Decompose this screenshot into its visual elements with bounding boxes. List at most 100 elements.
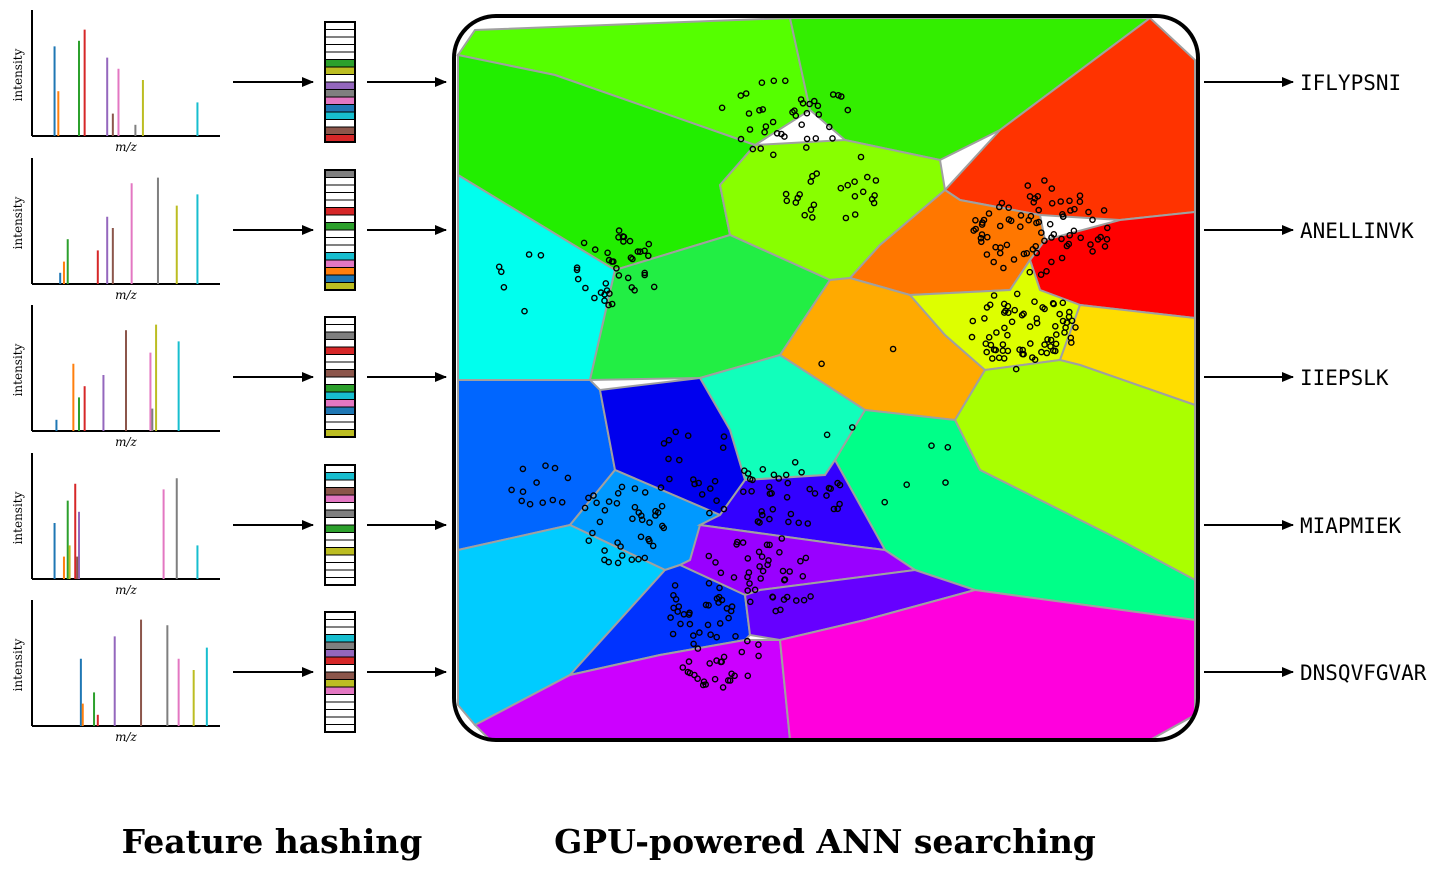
indexed-spectrum-point	[751, 586, 759, 594]
indexed-spectrum-point	[686, 620, 694, 628]
indexed-spectrum-point	[836, 500, 843, 508]
hash-bin	[324, 214, 356, 223]
indexed-spectrum-point	[799, 573, 807, 580]
indexed-spectrum-point	[745, 569, 753, 576]
indexed-spectrum-point	[1041, 305, 1048, 313]
indexed-spectrum-point	[1020, 250, 1028, 258]
hash-bin	[324, 414, 356, 423]
indexed-spectrum-point	[634, 248, 642, 255]
indexed-spectrum-point	[823, 492, 830, 499]
indexed-spectrum-point	[977, 234, 985, 242]
indexed-spectrum-point	[539, 499, 547, 507]
indexed-spectrum-point	[597, 289, 605, 296]
indexed-spectrum-point	[998, 199, 1006, 207]
indexed-spectrum-point	[978, 238, 985, 246]
indexed-spectrum-point	[1027, 340, 1034, 347]
indexed-spectrum-point	[1101, 243, 1109, 250]
indexed-spectrum-point	[705, 552, 713, 560]
indexed-spectrum-point	[798, 468, 805, 476]
indexed-spectrum-point	[851, 211, 859, 218]
indexed-spectrum-point	[624, 274, 632, 282]
indexed-spectrum-point	[1089, 248, 1096, 255]
indexed-spectrum-point	[1056, 310, 1063, 318]
hash-vector-border	[324, 316, 356, 438]
indexed-spectrum-point	[580, 239, 588, 247]
indexed-spectrum-point	[672, 596, 680, 603]
indexed-spectrum-point	[806, 485, 814, 493]
indexed-spectrum-point	[791, 458, 799, 466]
hash-bin	[324, 539, 356, 548]
indexed-spectrum-point	[519, 488, 527, 496]
hash-bin	[324, 244, 356, 253]
indexed-spectrum-point	[627, 254, 635, 262]
indexed-spectrum-point	[759, 511, 766, 519]
indexed-spectrum-point	[793, 597, 800, 604]
indexed-spectrum-point	[834, 479, 841, 487]
hash-bin	[324, 104, 356, 113]
indexed-spectrum-point	[787, 510, 795, 518]
indexed-spectrum-point	[549, 496, 557, 504]
indexed-spectrum-point	[1044, 336, 1051, 343]
indexed-spectrum-point	[657, 484, 665, 491]
indexed-spectrum-point	[604, 249, 611, 257]
indexed-spectrum-point	[723, 605, 731, 612]
hash-bin	[324, 487, 356, 496]
indexed-spectrum-point	[707, 631, 714, 639]
hash-bin	[324, 686, 356, 695]
indexed-spectrum-point	[628, 556, 636, 564]
indexed-spectrum-point	[773, 129, 781, 137]
indexed-spectrum-point	[1052, 322, 1059, 330]
indexed-spectrum-point	[842, 214, 850, 222]
hash-bin	[324, 671, 356, 680]
indexed-spectrum-point	[791, 107, 798, 114]
indexed-spectrum-point	[1010, 256, 1018, 263]
indexed-spectrum-point	[601, 297, 608, 305]
index-space-border	[452, 14, 1200, 742]
indexed-spectrum-point	[525, 251, 533, 258]
indexed-spectrum-point	[690, 632, 697, 639]
indexed-spectrum-point	[497, 268, 505, 276]
indexed-spectrum-point	[1052, 340, 1060, 348]
indexed-spectrum-point	[783, 197, 791, 205]
indexed-spectrum-point	[783, 493, 791, 501]
peptide-label: IIEPSLK	[1300, 366, 1389, 390]
hash-bin	[324, 679, 356, 688]
indexed-spectrum-point	[608, 300, 616, 308]
hash-bin	[324, 472, 356, 481]
spectrum-plot: intensity m/z	[11, 453, 220, 597]
spectrum-plot: intensity m/z	[11, 158, 220, 302]
indexed-spectrum-point	[747, 598, 754, 606]
x-axis-label: m/z	[115, 288, 137, 302]
indexed-spectrum-point	[713, 497, 720, 505]
indexed-spectrum-point	[993, 329, 1000, 336]
indexed-spectrum-point	[1038, 229, 1045, 236]
hash-bin	[324, 111, 356, 120]
indexed-spectrum-point	[732, 633, 739, 640]
indexed-spectrum-point	[1046, 220, 1054, 228]
indexed-spectrum-point	[629, 515, 636, 523]
indexed-spectrum-point	[521, 307, 528, 315]
indexed-spectrum-point	[650, 283, 658, 291]
indexed-spectrum-point	[804, 520, 812, 527]
indexed-spectrum-point	[615, 233, 622, 241]
indexed-spectrum-point	[796, 191, 804, 198]
indexed-spectrum-point	[589, 529, 596, 537]
hash-bin	[324, 96, 356, 105]
indexed-spectrum-point	[990, 292, 998, 299]
indexed-spectrum-point	[769, 505, 777, 513]
indexed-spectrum-point	[1066, 231, 1073, 239]
peptide-label: DNSQVFGVAR	[1300, 661, 1427, 685]
indexed-spectrum-point	[674, 608, 682, 615]
indexed-spectrum-point	[685, 658, 693, 665]
indexed-spectrum-point	[800, 596, 808, 604]
indexed-spectrum-point	[1043, 267, 1050, 275]
indexed-spectrum-point	[1033, 249, 1040, 257]
indexed-spectrum-point	[803, 144, 810, 151]
hash-bin	[324, 656, 356, 665]
indexed-spectrum-point	[742, 90, 750, 97]
indexed-spectrum-point	[706, 660, 714, 667]
indexed-spectrum-point	[795, 519, 803, 527]
x-axis-label: m/z	[115, 583, 137, 597]
hash-bin	[324, 267, 356, 276]
indexed-spectrum-point	[782, 77, 789, 85]
